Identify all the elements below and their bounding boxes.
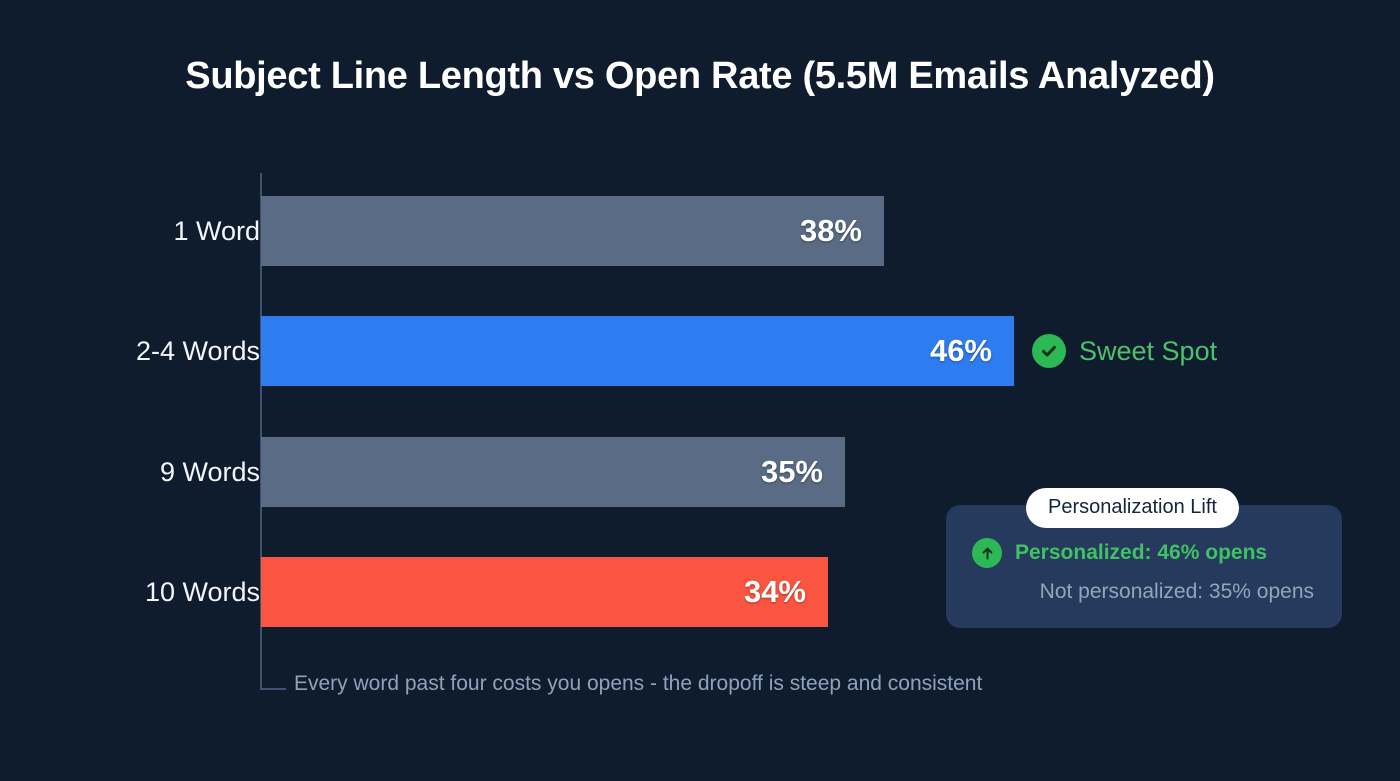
- bar-row: 10 Words 34%: [0, 557, 1400, 627]
- chart-title: Subject Line Length vs Open Rate (5.5M E…: [185, 55, 1215, 97]
- check-circle-icon: [1032, 334, 1066, 368]
- bar-value-1-word: 38%: [799, 213, 862, 248]
- bar-10-words[interactable]: 34%: [261, 557, 828, 627]
- axis-foot-tick: [260, 688, 286, 690]
- personalization-lift-card-body: Personalized: 46% opens Not personalized…: [946, 505, 1342, 628]
- personalization-lift-badge: Personalization Lift: [1026, 488, 1239, 528]
- bar-value-2-4-words: 46%: [929, 333, 992, 368]
- category-label-9-words: 9 Words: [159, 457, 260, 487]
- bar-row: 2-4 Words 46% Sweet Spot: [0, 316, 1400, 386]
- y-axis-line: [260, 173, 262, 690]
- bar-row: 1 Word 38%: [0, 196, 1400, 266]
- bar-row: 9 Words 35%: [0, 437, 1400, 507]
- chart-footnote: Every word past four costs you opens - t…: [294, 672, 983, 695]
- plot-area: 1 Word 38% 2-4 Words 46% Sweet Spot 9: [0, 173, 1400, 690]
- bar-value-10-words: 34%: [743, 574, 806, 609]
- not-personalized-row: Not personalized: 35% opens: [946, 568, 1342, 604]
- bar-value-9-words: 35%: [760, 454, 823, 489]
- sweet-spot-callout: Sweet Spot: [1032, 316, 1217, 386]
- bar-9-words[interactable]: 35%: [261, 437, 845, 507]
- not-personalized-label: Not personalized: 35% opens: [1039, 580, 1314, 603]
- category-label-1-word: 1 Word: [173, 216, 260, 246]
- category-label-10-words: 10 Words: [144, 577, 260, 607]
- personalized-label: Personalized: 46% opens: [1015, 541, 1268, 564]
- bar-1-word[interactable]: 38%: [261, 196, 884, 266]
- category-label-2-4-words: 2-4 Words: [135, 336, 260, 366]
- bar-2-4-words[interactable]: 46%: [261, 316, 1014, 386]
- personalized-row: Personalized: 46% opens: [946, 538, 1342, 568]
- sweet-spot-label: Sweet Spot: [1079, 335, 1218, 366]
- arrow-up-circle-icon: [972, 538, 1002, 568]
